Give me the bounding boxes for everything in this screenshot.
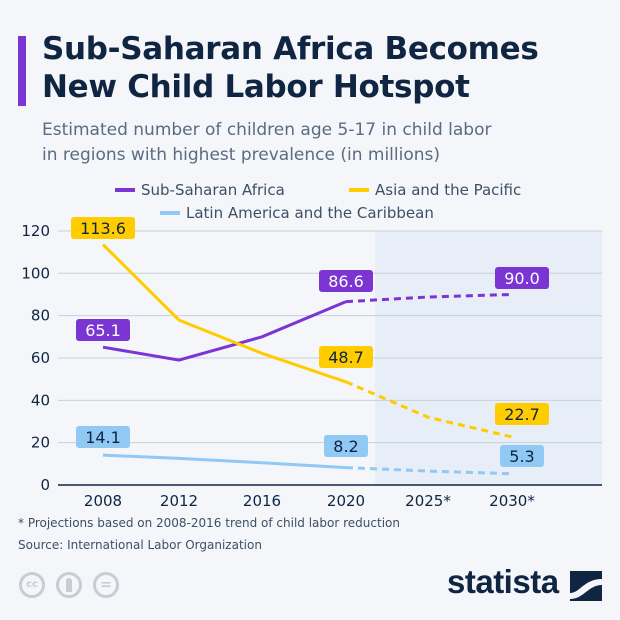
data-label-box <box>76 319 130 341</box>
data-label: 113.6 <box>71 217 135 239</box>
cc-icon[interactable]: cc <box>19 572 45 598</box>
data-label: 90.0 <box>495 267 549 289</box>
data-label-box <box>76 426 130 448</box>
data-label: 86.6 <box>319 270 373 292</box>
source-note: Source: International Labor Organization <box>18 538 262 552</box>
projection-note: * Projections based on 2008-2016 trend o… <box>18 516 400 530</box>
chart-subtitle: Estimated number of children age 5-17 in… <box>42 118 491 168</box>
x-tick-label: 2030* <box>489 492 535 510</box>
y-tick-label: 120 <box>21 222 50 240</box>
series-line-2 <box>102 453 347 470</box>
data-label-text: 14.1 <box>85 428 121 447</box>
legend-label-latin-america: Latin America and the Caribbean <box>186 204 434 222</box>
x-tick-label: 2025* <box>405 492 451 510</box>
subtitle-line-1: Estimated number of children age 5-17 in… <box>42 120 492 140</box>
data-label-box <box>324 435 368 457</box>
series-line-0 <box>102 300 347 362</box>
y-tick-label: 80 <box>31 307 50 325</box>
x-tick-label: 2008 <box>84 492 122 510</box>
data-label: 5.3 <box>500 445 544 467</box>
data-label-text: 86.6 <box>328 272 364 291</box>
data-label: 8.2 <box>324 435 368 457</box>
title-line-1: Sub-Saharan Africa Becomes <box>42 31 539 67</box>
y-tick-label: 60 <box>31 349 50 367</box>
data-label-box <box>71 217 135 239</box>
data-label-text: 48.7 <box>328 348 364 367</box>
data-label-text: 65.1 <box>85 321 121 340</box>
nd-icon[interactable]: = <box>93 572 119 598</box>
data-label-text: 90.0 <box>504 269 540 288</box>
data-label: 22.7 <box>495 403 549 425</box>
x-tick-label: 2012 <box>160 492 198 510</box>
title-line-2: New Child Labor Hotspot <box>42 69 470 105</box>
series-projection-line-0 <box>345 292 513 304</box>
y-tick-label: 40 <box>31 391 50 409</box>
x-tick-label: 2020 <box>327 492 365 510</box>
statista-logo[interactable]: statista <box>447 563 559 600</box>
y-tick-label: 0 <box>40 476 50 494</box>
data-label-text: 22.7 <box>504 405 540 424</box>
x-tick-label: 2016 <box>243 492 281 510</box>
chart-title: Sub-Saharan Africa Becomes New Child Lab… <box>42 30 539 106</box>
y-tick-label: 100 <box>21 264 50 282</box>
data-label-box <box>319 270 373 292</box>
data-label: 48.7 <box>319 346 373 368</box>
data-label-box <box>495 267 549 289</box>
data-label-box <box>319 346 373 368</box>
subtitle-line-2: in regions with highest prevalence (in m… <box>42 145 441 165</box>
statista-logo-mark-icon <box>570 571 602 601</box>
data-label-box <box>500 445 544 467</box>
legend-label-asia-pacific: Asia and the Pacific <box>375 181 521 199</box>
data-label: 65.1 <box>76 319 130 341</box>
y-tick-label: 20 <box>31 434 50 452</box>
by-icon[interactable] <box>56 572 82 598</box>
series-projection-line-1 <box>345 380 513 439</box>
legend-label-sub-saharan-africa: Sub-Saharan Africa <box>141 181 285 199</box>
data-label-text: 8.2 <box>333 437 358 456</box>
accent-bar <box>18 36 26 106</box>
series-line-1 <box>101 243 347 384</box>
data-label-box <box>495 403 549 425</box>
data-label-text: 113.6 <box>80 219 126 238</box>
data-label: 14.1 <box>76 426 130 448</box>
series-projection-line-2 <box>345 466 513 476</box>
data-label-text: 5.3 <box>509 447 534 466</box>
